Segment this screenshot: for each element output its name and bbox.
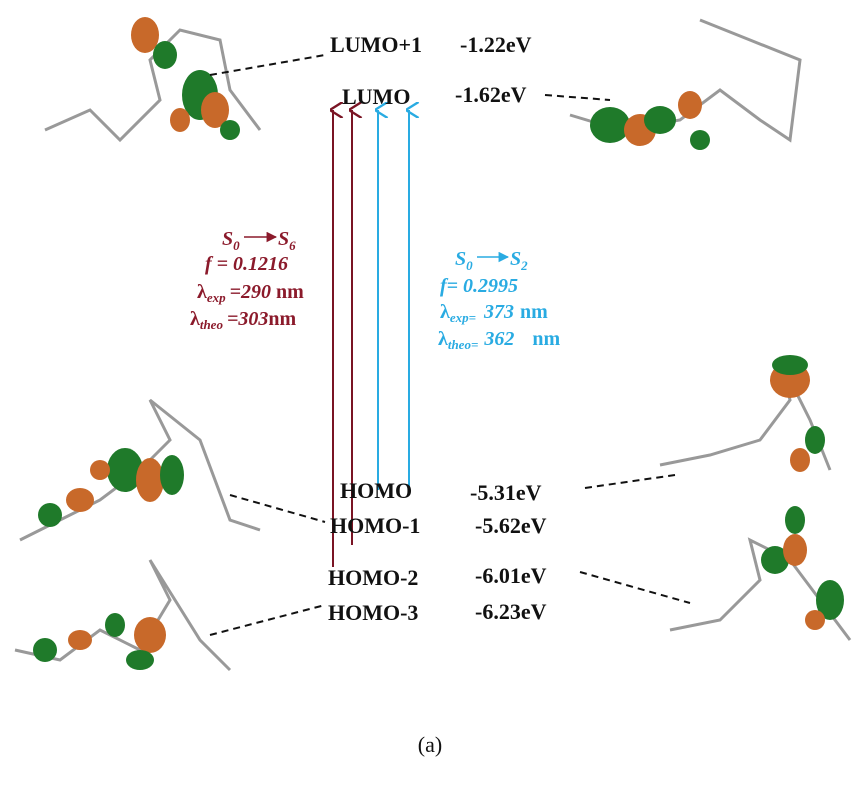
lambda-unit: nm	[276, 281, 304, 303]
state-sub: 0	[233, 238, 240, 253]
mo-diagram: LUMO+1 -1.22eV LUMO -1.62eV HOMO -5.31eV…	[0, 0, 861, 790]
orbital-energy: -6.23eV	[475, 599, 547, 624]
orbital-label: HOMO	[340, 478, 412, 503]
lambda-value: =290	[230, 281, 271, 303]
lambda: λ	[190, 308, 200, 330]
lambda-sub: theo	[200, 317, 224, 332]
lambda-theo: λtheo=303nm	[190, 308, 296, 332]
orbital-label: LUMO+1	[330, 32, 422, 57]
lambda: λ	[197, 281, 207, 303]
orbital-energy: -1.22eV	[460, 32, 532, 57]
connector	[585, 475, 675, 488]
state: S	[278, 228, 289, 250]
lambda-sub: exp=	[450, 310, 476, 325]
lambda-theo: λtheo= 362 nm	[438, 328, 560, 352]
orbital-label: HOMO-2	[328, 565, 418, 590]
connector	[545, 95, 610, 100]
orbital-label: HOMO-3	[328, 600, 418, 625]
orbital-energy: -5.62eV	[475, 513, 547, 538]
state-sub: 6	[289, 238, 296, 253]
lambda-value: 362	[483, 328, 514, 350]
state: S	[510, 248, 521, 270]
state: S	[222, 228, 233, 250]
molecule-homo	[660, 355, 830, 472]
oscillator-strength: f= 0.2995	[440, 275, 518, 297]
state-sub: 0	[466, 258, 473, 273]
lambda-exp: λexp= 373 nm	[440, 301, 548, 325]
connector	[210, 605, 325, 635]
molecule-homo1	[20, 400, 260, 540]
state: S	[455, 248, 466, 270]
lambda-sub: exp	[207, 290, 226, 305]
lambda-value: 373	[483, 301, 514, 323]
caption: (a)	[418, 732, 442, 757]
state-sub: 2	[520, 258, 528, 273]
connector	[580, 572, 690, 603]
lambda: λ	[438, 328, 448, 350]
orbital-label: LUMO	[342, 84, 410, 109]
orbital-label: HOMO-1	[330, 513, 420, 538]
molecule-lumo1	[45, 17, 260, 140]
lambda-unit: nm	[268, 308, 296, 330]
molecule-lumo	[570, 20, 800, 150]
lambda-sub: theo=	[448, 337, 479, 352]
lambda: λ	[440, 301, 450, 323]
connector	[210, 55, 325, 75]
molecule-homo3	[15, 560, 230, 670]
oscillator-strength: f = 0.1216	[205, 253, 288, 275]
lambda-value: =303	[227, 308, 268, 330]
lambda-unit: nm	[532, 328, 560, 350]
orbital-energy: -5.31eV	[470, 480, 542, 505]
lambda-unit: nm	[520, 301, 548, 323]
orbital-energy: -1.62eV	[455, 82, 527, 107]
orbital-energy: -6.01eV	[475, 563, 547, 588]
molecule-homo2	[670, 506, 850, 640]
connector	[230, 495, 325, 522]
